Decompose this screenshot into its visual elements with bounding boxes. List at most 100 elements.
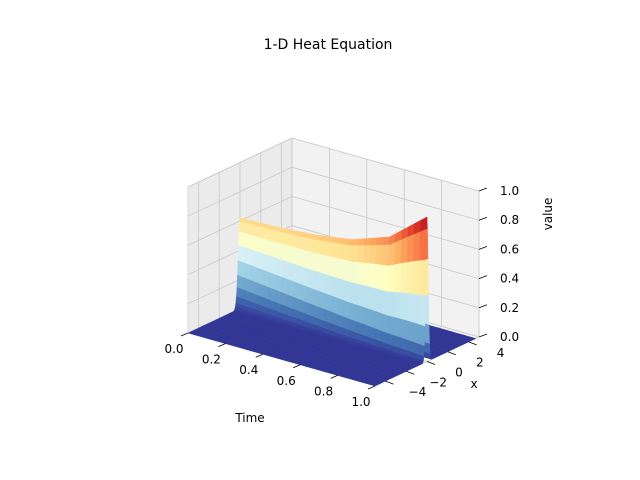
surface-patch: [362, 285, 370, 310]
value-tick-label: 0.8: [500, 213, 519, 227]
surface-patch: [405, 293, 414, 323]
surface-patch: [411, 322, 419, 345]
chart-title: 1-D Heat Equation: [264, 37, 393, 53]
value-tick-label: 1.0: [500, 184, 519, 198]
surface-patch: [244, 232, 252, 250]
surface-patch: [387, 264, 396, 293]
surface-patch: [381, 264, 389, 293]
time-tick-mark: [293, 364, 301, 369]
time-tick-label: 0.6: [277, 374, 296, 388]
surface-patch: [243, 262, 251, 281]
surface-patch: [369, 263, 377, 289]
surface-patch: [282, 232, 290, 247]
time-tick-mark: [367, 385, 376, 390]
surface-patch: [319, 254, 327, 275]
surface-patch: [330, 295, 338, 315]
surface-patch: [337, 258, 346, 281]
value-tick-mark: [478, 187, 488, 192]
z-axis-label: value: [541, 198, 555, 231]
value-tick-label: 0.4: [500, 272, 519, 286]
surface-patch: [299, 283, 307, 303]
surface-patch: [349, 302, 357, 322]
surface-patch: [338, 243, 346, 261]
surface-patch: [331, 256, 339, 279]
surface-patch: [268, 255, 277, 276]
surface-patch: [237, 245, 245, 264]
surface-patch: [293, 264, 302, 285]
surface-patch: [355, 304, 363, 324]
value-tick-mark: [478, 333, 488, 338]
x-tick-label: 4: [497, 346, 505, 360]
surface-patch: [251, 224, 259, 238]
surface-patch: [288, 233, 296, 248]
value-tick-label: 0.2: [500, 301, 519, 315]
surface-patch: [268, 272, 276, 291]
surface-patch: [275, 257, 283, 278]
x-tick-mark: [385, 380, 394, 385]
surface-patch: [400, 236, 409, 264]
surface-patch: [370, 237, 378, 246]
surface-patch: [269, 229, 278, 243]
surface-patch: [255, 267, 264, 286]
surface-patch: [419, 228, 427, 261]
surface-patch: [262, 269, 270, 288]
surface-patch: [386, 332, 394, 347]
surface-patch: [332, 242, 340, 259]
surface-patch: [417, 324, 426, 347]
surface-patch: [418, 259, 427, 297]
surface-patch: [294, 247, 302, 267]
surface-patch: [368, 286, 376, 312]
surface-patch: [312, 252, 321, 273]
x-tick-label: 2: [476, 356, 484, 370]
surface-patch: [386, 315, 395, 336]
surface-patch: [262, 253, 270, 273]
surface-patch: [237, 260, 245, 278]
surface-patch: [382, 236, 390, 246]
surface-plot: [187, 216, 477, 387]
x-tick-mark: [406, 370, 415, 375]
surface-patch: [276, 231, 284, 245]
surface-patch: [250, 249, 258, 268]
surface-patch: [407, 234, 415, 263]
time-tick-label: 0.2: [202, 353, 221, 367]
surface-patch: [318, 290, 326, 310]
surface-patch: [306, 268, 314, 290]
x-tick-label: −2: [429, 375, 447, 389]
surface-patch: [312, 270, 320, 292]
surface-patch: [301, 236, 309, 252]
time-tick-label: 0.8: [314, 384, 333, 398]
surface-patch: [331, 276, 339, 299]
surface-patch: [324, 274, 333, 297]
surface-patch: [287, 261, 295, 283]
surface-patch: [274, 274, 282, 293]
surface-patch: [336, 297, 345, 317]
surface-patch: [325, 241, 334, 258]
surface-patch: [399, 318, 407, 340]
surface-patch: [288, 245, 296, 265]
surface-patch: [257, 226, 265, 240]
surface-patch: [300, 249, 308, 269]
x-tick-label: −4: [409, 385, 427, 399]
surface-patch: [344, 259, 352, 283]
surface-patch: [412, 293, 420, 325]
surface-patch: [263, 238, 271, 257]
surface-patch: [351, 238, 359, 246]
value-tick-mark: [478, 304, 488, 309]
value-tick-label: 0.6: [500, 242, 519, 256]
surface-patch: [287, 279, 295, 298]
time-tick-label: 0.4: [239, 363, 258, 377]
surface-patch: [361, 306, 370, 327]
y-axis-label: x: [470, 377, 477, 391]
surface-patch: [243, 247, 252, 266]
surface-patch: [363, 245, 371, 264]
surface-patch: [350, 245, 359, 263]
surface-patch: [357, 238, 365, 246]
x-axis-label: Time: [234, 411, 264, 425]
x-tick-mark: [426, 361, 436, 365]
surface-patch: [362, 262, 371, 288]
axis-ticks: 0.0 0.2 0.4 0.6 0.8 1.0 −4−2 024 0.0 0.2 0.4 0.6 0.8…: [164, 184, 519, 409]
surface-patch: [238, 221, 246, 234]
x-tick-label: 0: [455, 366, 463, 380]
surface-patch: [374, 288, 383, 314]
